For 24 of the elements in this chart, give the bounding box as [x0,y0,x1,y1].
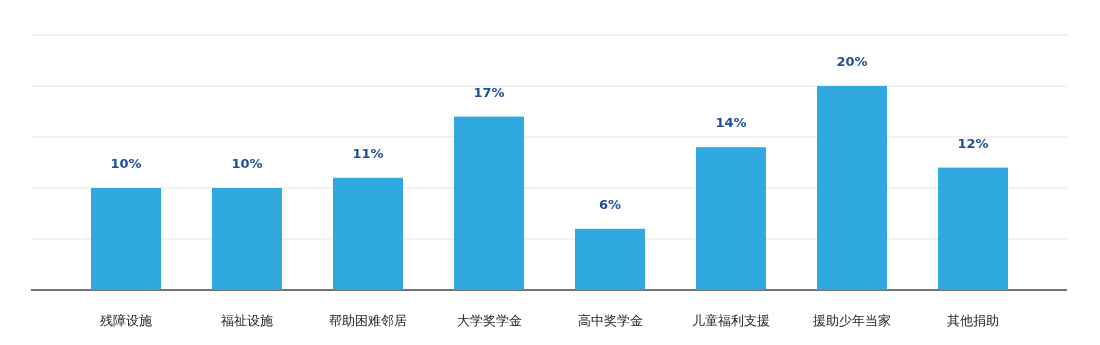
data-label: 6% [598,196,622,212]
bar [817,86,887,290]
x-tick-label: 帮助困难邻居 [329,313,407,328]
bar [333,177,403,290]
x-tick-label: 大学奖学金 [456,313,522,328]
x-tick-label: 儿童福利支援 [692,313,770,328]
bar [696,147,766,290]
bar [938,167,1008,290]
x-tick-label: 残障设施 [100,313,152,328]
data-label: 20% [836,54,868,69]
x-tick-label: 援助少年当家 [813,313,891,328]
bar [454,116,524,290]
data-label: 10% [110,156,142,171]
bar [212,188,282,290]
x-tick-label: 福祉设施 [221,313,273,328]
data-label: 11% [352,145,384,161]
data-label: 14% [715,115,747,131]
data-label: 17% [473,84,505,100]
bar [91,188,161,290]
data-label: 12% [957,135,989,151]
x-tick-label: 其他捐助 [947,313,999,328]
data-label: 10% [231,156,263,171]
x-tick-label: 高中奖学金 [577,313,643,328]
bar [575,228,645,290]
